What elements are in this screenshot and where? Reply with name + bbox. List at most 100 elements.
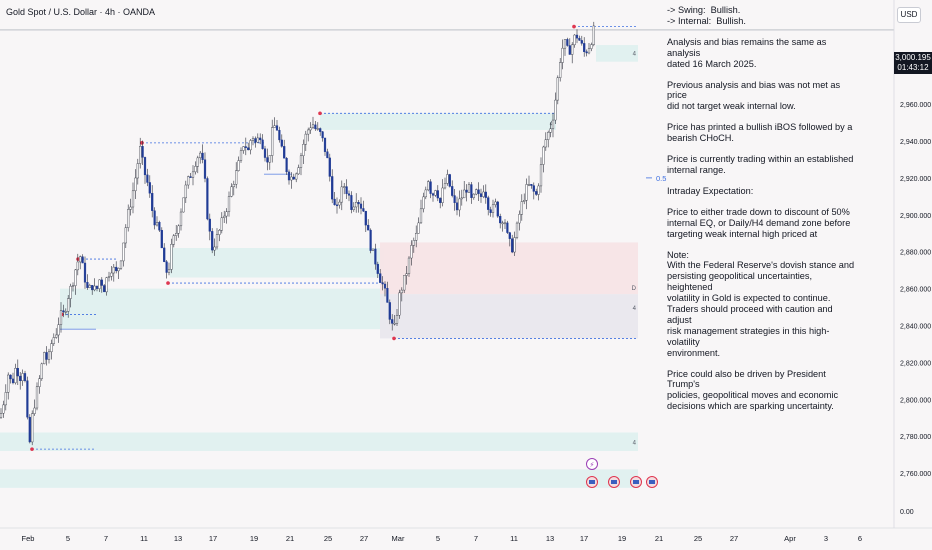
candle-bullish xyxy=(297,167,300,175)
candle-bullish xyxy=(227,196,231,212)
note-paragraph: Previous analysis and bias was not met a… xyxy=(667,80,857,113)
candle-bearish xyxy=(285,157,288,173)
candle-bullish xyxy=(14,367,17,384)
candle-bullish xyxy=(302,144,305,157)
candle-bearish xyxy=(489,209,492,213)
note-line: Previous analysis and bias was not met a… xyxy=(667,79,843,101)
candle-bullish xyxy=(52,337,55,344)
candle-bullish xyxy=(64,311,67,313)
candle-bearish xyxy=(16,367,19,377)
candle-bullish xyxy=(559,62,562,78)
candle-bullish xyxy=(556,77,559,101)
y-tick-label: 2,900.000 xyxy=(900,213,931,220)
bar-countdown: 01:43:12 xyxy=(897,63,929,72)
candle-bullish xyxy=(74,269,77,286)
candle-bullish xyxy=(561,47,564,63)
events-layer[interactable]: ⚡ xyxy=(586,458,658,488)
candle-bullish xyxy=(199,152,202,159)
x-tick-label: 25 xyxy=(324,534,332,543)
candle-bearish xyxy=(278,129,281,141)
x-tick-label: 27 xyxy=(360,534,368,543)
candle-bullish xyxy=(71,285,75,287)
candle-bearish xyxy=(391,319,394,324)
candle-bearish xyxy=(141,146,144,158)
swing-point-marker xyxy=(392,336,396,341)
candle-bullish xyxy=(172,235,175,245)
candle-bearish xyxy=(436,190,439,199)
candle-bullish xyxy=(57,324,60,336)
candle-bullish xyxy=(554,99,557,121)
candle-bearish xyxy=(254,138,257,143)
candle-bearish xyxy=(364,210,367,226)
candle-bearish xyxy=(484,191,487,198)
candle-bearish xyxy=(275,125,279,131)
candle-bullish xyxy=(539,164,543,187)
eq-label: 0.5 xyxy=(656,174,666,183)
candle-bullish xyxy=(299,155,303,168)
candle-bearish xyxy=(100,279,103,286)
candle-bullish xyxy=(427,181,430,191)
candle-bearish xyxy=(91,285,94,291)
candle-bullish xyxy=(175,233,178,236)
candle-bullish xyxy=(290,176,293,181)
y-tick-label: 2,860.000 xyxy=(900,287,931,294)
candle-bearish xyxy=(487,197,490,210)
candle-bearish xyxy=(263,148,267,158)
candle-bullish xyxy=(441,187,444,203)
note-line: targeting weak internal high priced at xyxy=(667,228,818,239)
candle-bearish xyxy=(163,247,166,262)
candle-bullish xyxy=(129,206,132,210)
candle-bearish xyxy=(345,186,348,194)
note-paragraph: Analysis and bias remains the same as an… xyxy=(667,37,857,70)
y-tick-label: 2,940.000 xyxy=(900,139,931,146)
candle-bullish xyxy=(393,323,396,325)
candle-bullish xyxy=(50,343,53,353)
candle-bearish xyxy=(292,176,295,180)
candle-bearish xyxy=(326,151,329,159)
candle-bullish xyxy=(395,315,399,324)
note-line: -> Internal: Bullish. xyxy=(667,15,746,26)
candle-bullish xyxy=(38,378,41,387)
note-line: Price is currently trading within an est… xyxy=(667,154,854,165)
candle-bullish xyxy=(371,248,375,251)
candle-bullish xyxy=(271,127,274,156)
price-axis[interactable]: 2,760.000 2,780.000 2,800.000 2,820.000 2,84… xyxy=(893,0,931,528)
zone-label: D xyxy=(632,286,637,292)
analysis-notes: -> Swing: Bullish. -> Internal: Bullish. A… xyxy=(667,5,857,422)
note-line: persisting geopolitical uncertainties, h… xyxy=(667,271,815,293)
candle-bullish xyxy=(355,202,358,208)
candle-bullish xyxy=(537,185,540,195)
candle-bullish xyxy=(273,125,276,128)
candle-bullish xyxy=(563,39,567,49)
x-tick-label: 13 xyxy=(546,534,554,543)
x-tick-label: 19 xyxy=(618,534,626,543)
x-tick-label: 7 xyxy=(474,534,478,543)
candle-bearish xyxy=(535,191,538,195)
candle-bearish xyxy=(103,285,106,293)
candle-bearish xyxy=(211,231,214,251)
note-paragraph: Price is currently trading within an est… xyxy=(667,154,857,176)
candle-bearish xyxy=(206,178,209,220)
candle-bullish xyxy=(398,292,401,316)
time-axis[interactable]: Feb 5 7 11 13 17 19 21 25 27 Mar 5 7 11 13 17 19 21 25 27 Ap… xyxy=(0,527,932,543)
candle-bullish xyxy=(340,186,343,203)
candle-bearish xyxy=(477,189,480,194)
candle-bearish xyxy=(160,229,163,249)
x-tick-label: Mar xyxy=(392,534,405,543)
candle-bearish xyxy=(374,248,377,265)
note-line: Intraday Expectation: xyxy=(667,185,754,196)
candle-bullish xyxy=(249,140,252,151)
x-tick-label: 6 xyxy=(858,534,862,543)
candle-bearish xyxy=(451,186,454,196)
candle-bullish xyxy=(403,275,406,291)
candle-bearish xyxy=(431,193,435,196)
candle-bearish xyxy=(26,380,29,418)
currency-button[interactable]: USD xyxy=(897,7,921,23)
last-price-badge: 3,000.195 01:43:12 xyxy=(894,52,932,74)
x-tick-label: 19 xyxy=(250,534,258,543)
last-price-value: 3,000.195 xyxy=(895,53,931,62)
x-tick-label: 25 xyxy=(694,534,702,543)
candle-bullish xyxy=(309,127,312,131)
candle-bullish xyxy=(215,234,219,248)
